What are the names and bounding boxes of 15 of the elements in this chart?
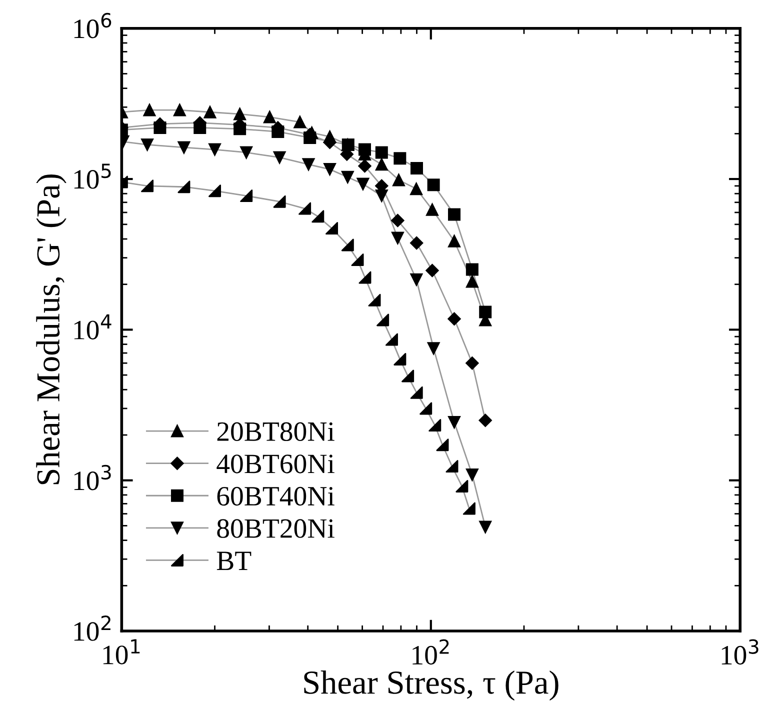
- y-tick-label: 10$^{5}$: [74, 164, 111, 189]
- y-tick-label: 10$^{6}$: [74, 12, 112, 38]
- legend-label: 40BT60Ni: [216, 454, 334, 474]
- legend-label: 80BT20Ni: [217, 519, 334, 538]
- y-tick-label: 10$^{4}$: [74, 314, 112, 340]
- x-axis-title: Shear Stress, τ (Pa): [304, 670, 558, 701]
- y-tick-label: 10$^{2}$: [74, 616, 110, 641]
- x-tick-label: 10$^{3}$: [722, 639, 758, 665]
- y-tick-label: 10$^{3}$: [74, 464, 111, 490]
- x-tick-label: 10$^{1}$: [103, 639, 140, 664]
- legend-label: 60BT40Ni: [217, 486, 334, 506]
- y-axis-title: Shear Modulus, G' (Pa): [36, 174, 66, 484]
- legend-label: BT: [216, 552, 252, 570]
- legend-label: 20BT80Ni: [217, 422, 334, 442]
- x-tick-label: 10$^{2}$: [412, 639, 449, 665]
